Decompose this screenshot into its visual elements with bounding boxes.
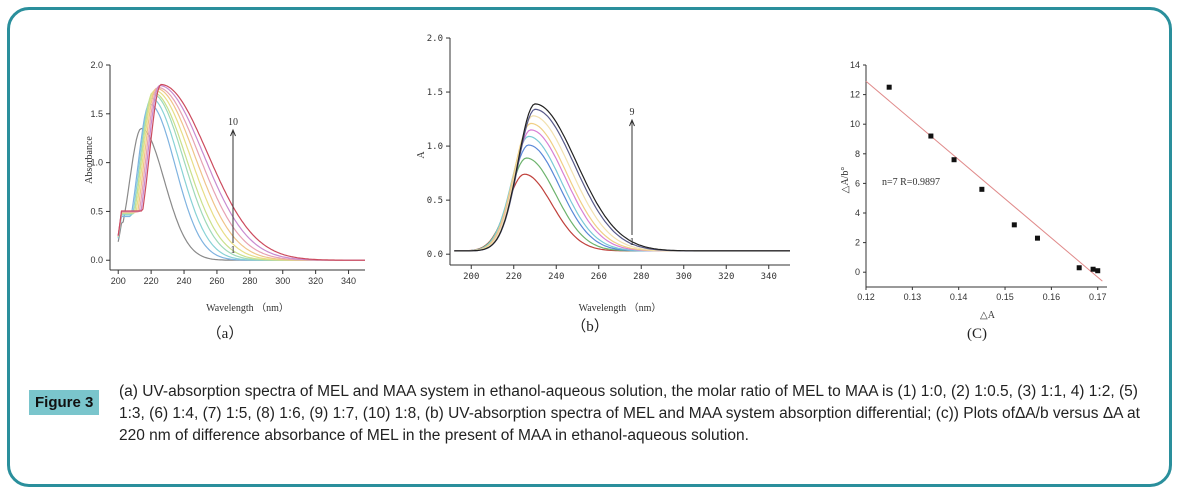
x-tick-label: 280 bbox=[633, 272, 649, 282]
x-axis-label: Wavelength （nm） bbox=[579, 302, 662, 314]
x-tick-label: 0.17 bbox=[1089, 292, 1107, 302]
spectrum-curve-6 bbox=[454, 122, 790, 252]
x-tick-label: 0.13 bbox=[904, 292, 922, 302]
spectrum-curve-2 bbox=[117, 103, 365, 261]
arrow-bottom-label: 1 bbox=[231, 245, 236, 256]
y-tick-label: 0 bbox=[855, 267, 860, 277]
data-point bbox=[1076, 265, 1082, 271]
x-tick-label: 200 bbox=[111, 276, 126, 286]
data-point bbox=[979, 186, 985, 192]
panel-label: （a） bbox=[207, 325, 244, 342]
x-axis-label: △A bbox=[980, 310, 996, 321]
data-point bbox=[1090, 266, 1096, 272]
y-tick-label: 2.0 bbox=[90, 60, 103, 70]
x-axis-label: Wavelength （nm） bbox=[206, 302, 289, 314]
x-tick-label: 340 bbox=[341, 276, 356, 286]
panel-label: （b） bbox=[571, 318, 609, 335]
spectrum-curve-4 bbox=[454, 135, 790, 252]
spectrum-curve-8 bbox=[454, 108, 790, 252]
y-tick-label: 10 bbox=[850, 119, 860, 129]
spectrum-curve-10 bbox=[117, 83, 365, 261]
x-tick-label: 220 bbox=[506, 272, 522, 282]
chart-c-group: 0.12 0.13 0.14 0.15 0.16 0.17 0 2 4 6 8 10 12 14 n=7 R… bbox=[840, 60, 1107, 342]
y-tick-label: 1.5 bbox=[90, 109, 103, 119]
chart-b-group: 200 220 240 260 280 300 320 340 0.0 0.5 1.0 1.5 2.0 9… bbox=[416, 34, 790, 335]
x-tick-label: 300 bbox=[676, 272, 692, 282]
spectrum-curve-9 bbox=[117, 84, 365, 261]
y-tick-label: 12 bbox=[850, 90, 860, 100]
spectrum-curve-2 bbox=[454, 157, 790, 252]
y-tick-label: 4 bbox=[855, 208, 860, 218]
y-tick-label: 0.0 bbox=[427, 250, 443, 260]
spectrum-curve-7 bbox=[454, 115, 790, 252]
data-point bbox=[1095, 268, 1101, 274]
y-tick-label: 2 bbox=[855, 238, 860, 248]
y-tick-label: 6 bbox=[855, 178, 860, 188]
y-tick-label: 2.0 bbox=[427, 34, 443, 44]
data-point bbox=[951, 157, 957, 163]
x-tick-label: 340 bbox=[761, 272, 777, 282]
x-tick-label: 260 bbox=[591, 272, 607, 282]
x-tick-label: 220 bbox=[144, 276, 159, 286]
panel-label: (C) bbox=[967, 326, 987, 342]
y-axis-label: A bbox=[416, 151, 427, 159]
x-tick-label: 0.12 bbox=[857, 292, 875, 302]
x-tick-label: 300 bbox=[275, 276, 290, 286]
x-tick-label: 200 bbox=[463, 272, 479, 282]
y-tick-label: 0.5 bbox=[427, 196, 443, 206]
spectrum-curve-9 bbox=[454, 103, 790, 252]
figure-frame bbox=[7, 7, 1172, 487]
y-tick-label: 1.0 bbox=[90, 158, 103, 168]
y-axis-label: △A/b° bbox=[840, 167, 851, 194]
x-tick-label: 240 bbox=[177, 276, 192, 286]
y-axis-label: Absorbance bbox=[84, 136, 95, 184]
spectrum-curve-1 bbox=[117, 127, 365, 261]
x-tick-label: 320 bbox=[718, 272, 734, 282]
spectrum-curve-6 bbox=[117, 89, 365, 261]
spectrum-curve-4 bbox=[117, 93, 365, 261]
x-tick-label: 0.16 bbox=[1043, 292, 1061, 302]
x-tick-label: 280 bbox=[242, 276, 257, 286]
x-tick-label: 0.15 bbox=[996, 292, 1014, 302]
data-point bbox=[1034, 235, 1040, 241]
x-tick-label: 240 bbox=[548, 272, 564, 282]
x-tick-label: 260 bbox=[209, 276, 224, 286]
spectrum-curve-5 bbox=[454, 129, 790, 252]
x-tick-label: 0.14 bbox=[950, 292, 968, 302]
fit-line bbox=[865, 80, 1103, 282]
figure-caption: (a) UV-absorption spectra of MEL and MAA… bbox=[119, 383, 1140, 444]
y-tick-label: 8 bbox=[855, 149, 860, 159]
figure-label: Figure 3 bbox=[29, 390, 100, 415]
arrow-top-label: 10 bbox=[228, 117, 238, 128]
fit-annotation: n=7 R=0.9897 bbox=[882, 177, 940, 188]
data-point bbox=[1011, 222, 1017, 228]
data-point bbox=[928, 133, 934, 139]
spectrum-curve-8 bbox=[117, 86, 365, 261]
arrow-top-label: 9 bbox=[630, 107, 635, 118]
spectrum-curve-7 bbox=[117, 87, 365, 261]
arrow-bottom-label: 1 bbox=[630, 237, 635, 248]
data-point bbox=[886, 84, 892, 90]
trend-arrowhead bbox=[230, 128, 236, 137]
spectrum-curve-3 bbox=[117, 97, 365, 261]
chart-a-group: 200 220 240 260 280 300 320 340 0.0 0.5 1.0 1.5 2.0 1… bbox=[84, 60, 365, 342]
y-tick-label: 1.5 bbox=[427, 88, 443, 98]
x-tick-label: 320 bbox=[308, 276, 323, 286]
trend-arrowhead bbox=[629, 118, 635, 127]
y-tick-label: 0.0 bbox=[90, 255, 103, 265]
spectrum-curve-5 bbox=[117, 91, 365, 261]
y-tick-label: 0.5 bbox=[90, 206, 103, 216]
y-tick-label: 14 bbox=[850, 60, 860, 70]
y-tick-label: 1.0 bbox=[427, 142, 443, 152]
